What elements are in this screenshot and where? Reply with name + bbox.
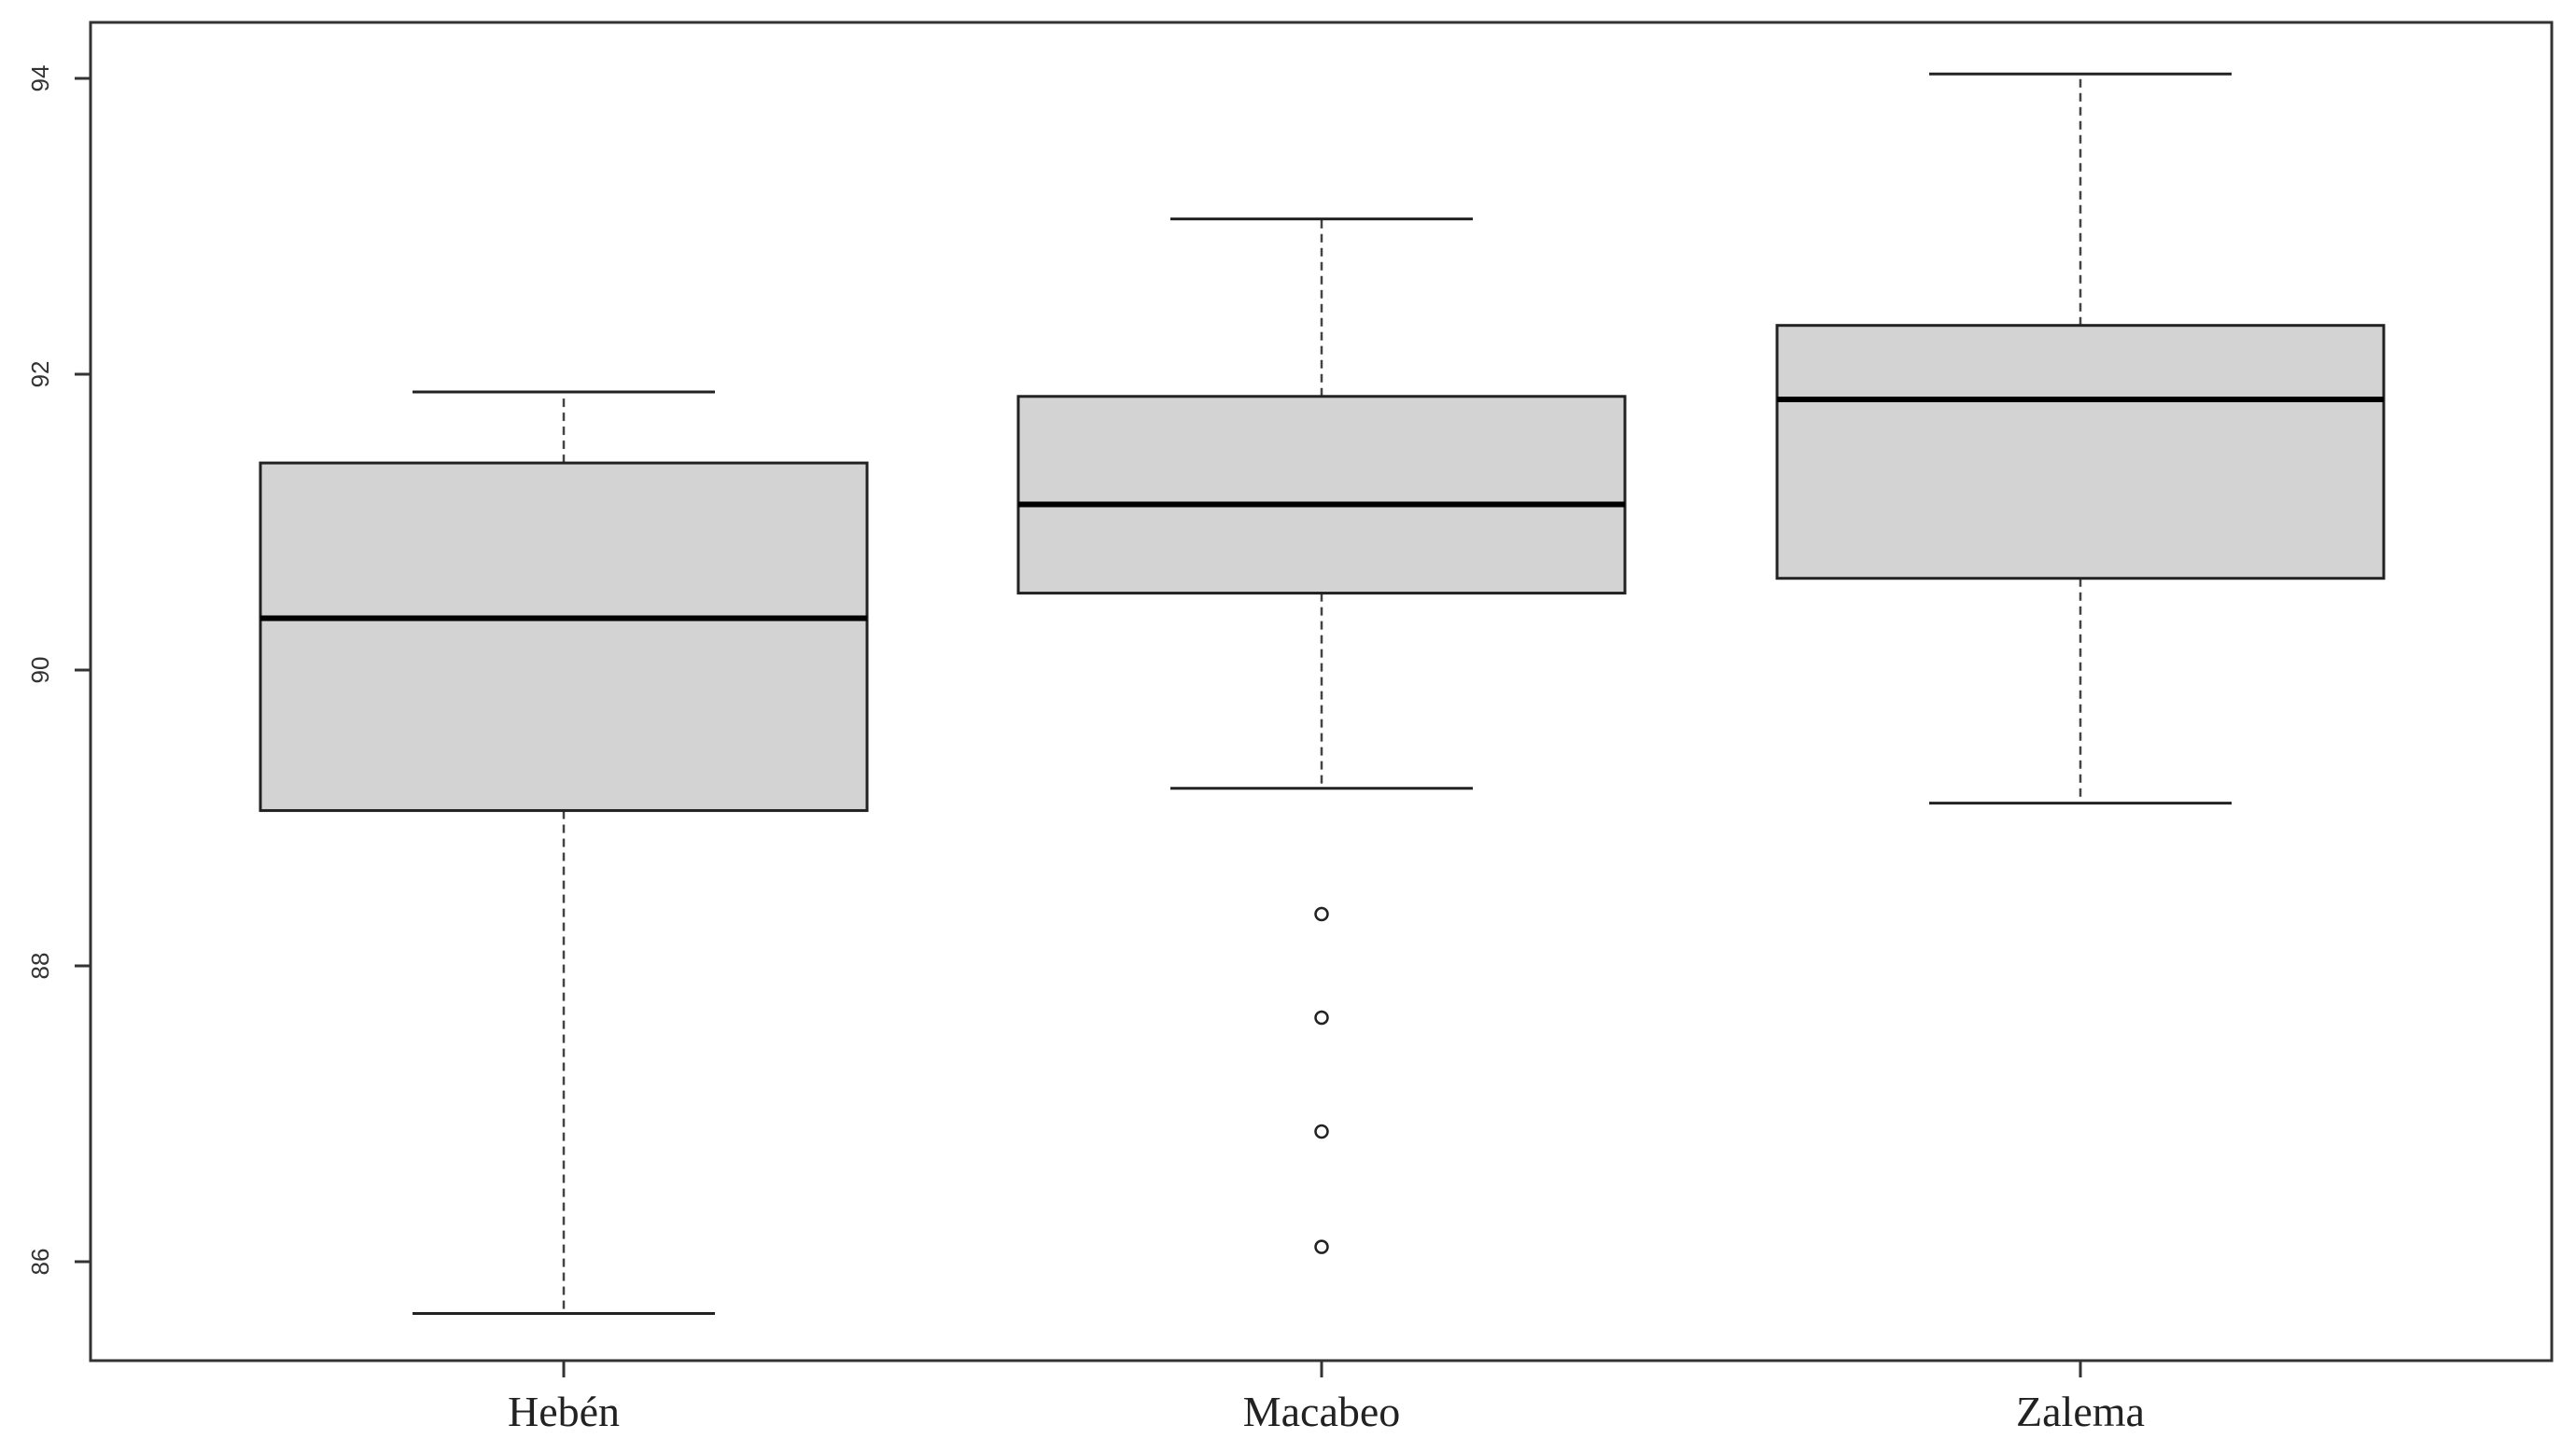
x-tick-label: Macabeo [1243, 1388, 1401, 1435]
y-tick-label: 94 [26, 65, 54, 92]
outlier-point [1314, 1239, 1329, 1254]
outlier-point [1314, 1010, 1329, 1026]
y-axis: 86 88 90 92 94 [26, 65, 91, 1276]
box-series [259, 72, 2386, 1315]
x-tick-label: Hebén [508, 1388, 620, 1435]
y-tick-label: 90 [26, 657, 54, 684]
iqr-box [1016, 395, 1627, 595]
y-tick-label: 92 [26, 361, 54, 388]
outlier-point [1314, 906, 1329, 922]
iqr-box [1775, 324, 2386, 580]
outlier-point [1314, 1124, 1329, 1139]
box-macabeo [1016, 217, 1627, 1254]
iqr-box [259, 461, 869, 813]
y-tick-label: 88 [26, 953, 54, 980]
x-axis: Hebén Macabeo Zalema [508, 1361, 2145, 1435]
y-tick-label: 86 [26, 1249, 54, 1276]
box-zalema [1775, 72, 2386, 805]
x-tick-label: Zalema [2016, 1388, 2145, 1435]
box-heben [259, 390, 869, 1315]
